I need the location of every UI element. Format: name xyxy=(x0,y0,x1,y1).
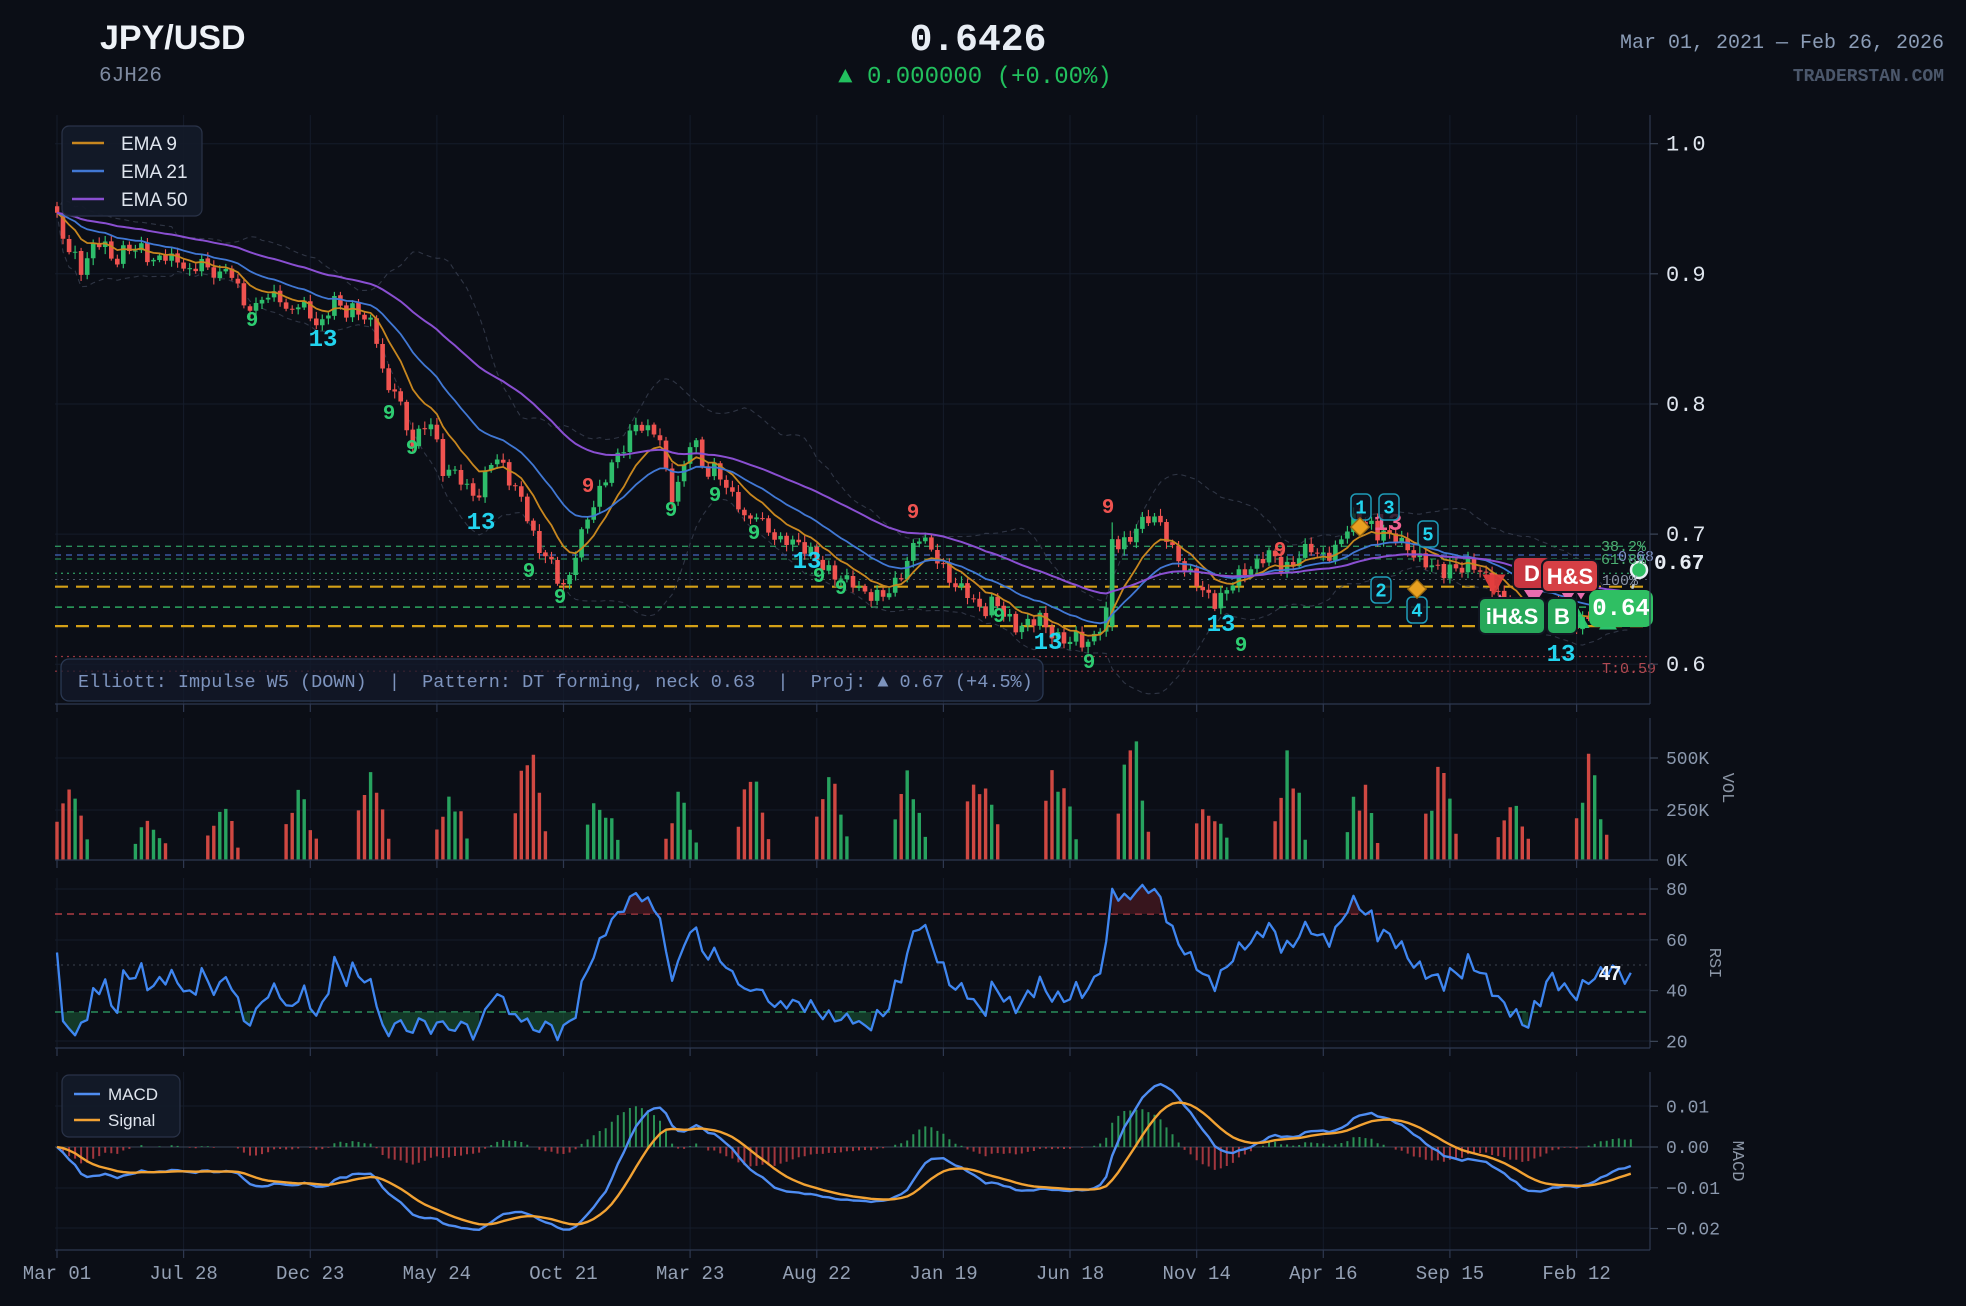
svg-text:100%: 100% xyxy=(1602,573,1639,590)
svg-text:9: 9 xyxy=(1102,497,1115,520)
svg-text:9: 9 xyxy=(665,500,678,523)
svg-text:0.9: 0.9 xyxy=(1666,263,1706,288)
svg-text:Mar 01, 2021 — Feb 26, 2026: Mar 01, 2021 — Feb 26, 2026 xyxy=(1620,32,1944,55)
svg-text:9: 9 xyxy=(246,310,259,333)
svg-text:−0.02: −0.02 xyxy=(1666,1221,1720,1241)
svg-text:MACD: MACD xyxy=(108,1085,158,1104)
svg-text:0.64: 0.64 xyxy=(1592,596,1650,623)
svg-text:0.68: 0.68 xyxy=(1618,549,1654,566)
svg-text:Dec 23: Dec 23 xyxy=(276,1263,344,1285)
svg-text:9: 9 xyxy=(813,566,826,589)
svg-text:3: 3 xyxy=(1383,498,1394,520)
svg-text:1.0: 1.0 xyxy=(1666,133,1706,158)
svg-text:13: 13 xyxy=(793,549,822,576)
svg-text:5: 5 xyxy=(1422,525,1433,547)
svg-text:EMA 9: EMA 9 xyxy=(121,134,177,155)
svg-text:VOL: VOL xyxy=(1717,773,1736,804)
svg-text:60: 60 xyxy=(1666,932,1688,952)
svg-text:38.2%: 38.2% xyxy=(1601,539,1647,556)
svg-text:9: 9 xyxy=(582,476,595,499)
svg-text:Jun 18: Jun 18 xyxy=(1036,1263,1104,1285)
svg-text:9: 9 xyxy=(748,523,761,546)
svg-text:Nov 14: Nov 14 xyxy=(1162,1263,1230,1285)
svg-text:Sep 15: Sep 15 xyxy=(1416,1263,1484,1285)
svg-text:9: 9 xyxy=(709,485,722,508)
svg-text:0.01: 0.01 xyxy=(1666,1098,1709,1118)
svg-text:Jan 19: Jan 19 xyxy=(909,1263,977,1285)
svg-text:MACD: MACD xyxy=(1727,1141,1746,1182)
svg-text:Mar 01: Mar 01 xyxy=(23,1263,91,1285)
svg-text:9: 9 xyxy=(907,502,920,525)
svg-text:61.8%: 61.8% xyxy=(1601,552,1647,569)
svg-text:9: 9 xyxy=(1083,652,1096,675)
svg-text:9: 9 xyxy=(406,438,419,461)
svg-text:Oct 21: Oct 21 xyxy=(529,1263,597,1285)
svg-text:0K: 0K xyxy=(1666,852,1688,872)
svg-text:47: 47 xyxy=(1599,963,1621,985)
svg-text:▲ 0.000000 (+0.00%): ▲ 0.000000 (+0.00%) xyxy=(838,64,1112,91)
svg-text:9: 9 xyxy=(1274,540,1287,563)
svg-text:13: 13 xyxy=(1207,612,1236,639)
svg-text:Jul 28: Jul 28 xyxy=(149,1263,217,1285)
svg-text:Mar 23: Mar 23 xyxy=(656,1263,724,1285)
svg-text:H&S: H&S xyxy=(1547,564,1593,589)
svg-text:9: 9 xyxy=(835,578,848,601)
svg-text:9: 9 xyxy=(523,561,536,584)
svg-text:13: 13 xyxy=(467,510,496,537)
svg-text:Elliott: Impulse W5 (DOWN) |: Elliott: Impulse W5 (DOWN) | Pattern: DT… xyxy=(78,672,1033,693)
svg-text:EMA 50: EMA 50 xyxy=(121,190,188,211)
svg-text:4: 4 xyxy=(1411,601,1422,623)
svg-text:JPY/USD: JPY/USD xyxy=(100,19,246,57)
svg-text:Feb 12: Feb 12 xyxy=(1542,1263,1610,1285)
svg-text:1: 1 xyxy=(1355,498,1366,520)
svg-text:RSI: RSI xyxy=(1704,948,1723,979)
svg-text:500K: 500K xyxy=(1666,750,1709,770)
svg-text:B: B xyxy=(1554,604,1570,629)
svg-text:0.67: 0.67 xyxy=(1654,553,1704,576)
svg-text:iH&S: iH&S xyxy=(1486,604,1539,629)
svg-text:D: D xyxy=(1524,561,1540,586)
svg-text:EMA 21: EMA 21 xyxy=(121,162,188,183)
svg-text:Aug 22: Aug 22 xyxy=(783,1263,851,1285)
svg-text:T:0.59: T:0.59 xyxy=(1602,661,1656,678)
svg-text:9: 9 xyxy=(383,403,396,426)
svg-text:TRADERSTAN.COM: TRADERSTAN.COM xyxy=(1793,67,1944,87)
svg-text:80: 80 xyxy=(1666,881,1688,901)
svg-text:0.6: 0.6 xyxy=(1666,653,1706,678)
svg-text:0.6426: 0.6426 xyxy=(910,19,1047,62)
svg-text:13: 13 xyxy=(1547,642,1576,669)
svg-text:0.7: 0.7 xyxy=(1666,523,1706,548)
svg-text:250K: 250K xyxy=(1666,802,1709,822)
svg-text:13: 13 xyxy=(1034,630,1063,657)
svg-text:0.8: 0.8 xyxy=(1666,393,1706,418)
svg-text:6JH26: 6JH26 xyxy=(99,65,162,88)
svg-text:9: 9 xyxy=(554,587,567,610)
svg-text:2: 2 xyxy=(1375,581,1386,603)
svg-text:−0.01: −0.01 xyxy=(1666,1180,1720,1200)
svg-text:May 24: May 24 xyxy=(403,1263,471,1285)
svg-text:Signal: Signal xyxy=(108,1111,155,1130)
svg-text:9: 9 xyxy=(993,606,1006,629)
svg-text:20: 20 xyxy=(1666,1033,1688,1053)
svg-text:40: 40 xyxy=(1666,983,1688,1003)
svg-text:9: 9 xyxy=(1235,635,1248,658)
svg-text:13: 13 xyxy=(309,327,338,354)
svg-text:Apr 16: Apr 16 xyxy=(1289,1263,1357,1285)
svg-text:0.00: 0.00 xyxy=(1666,1139,1709,1159)
